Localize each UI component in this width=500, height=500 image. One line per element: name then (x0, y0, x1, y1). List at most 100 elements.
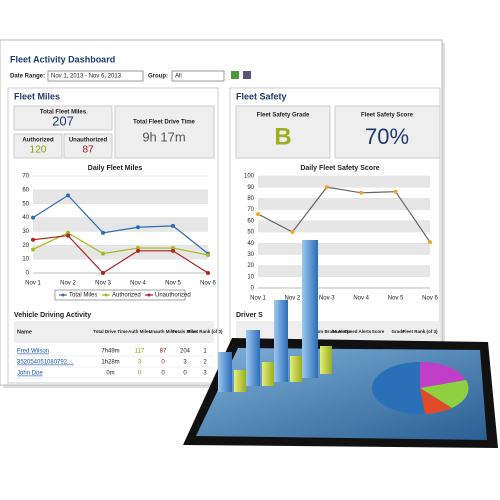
kpi-box (114, 105, 215, 159)
kpi-value: 87 (82, 145, 94, 156)
column-header: Fleet Rank (of 3) (187, 329, 223, 334)
table-cell: 204 (180, 349, 191, 355)
y-tick-label: 80 (247, 196, 254, 202)
y-tick-label: 10 (247, 274, 254, 280)
table-cell: 1 (203, 349, 207, 355)
y-tick-label: 30 (22, 229, 29, 235)
grid-band (33, 217, 208, 232)
legend-label: Unauthorized (155, 293, 191, 299)
vehicle-link[interactable]: Fred Wilson (17, 349, 49, 355)
column-header: Total Drive Time (93, 329, 128, 334)
vehicle-link[interactable]: John Doe (17, 371, 43, 377)
y-tick-label: 60 (247, 218, 254, 224)
table-title: Vehicle Driving Activity (14, 312, 91, 319)
x-tick-label: Nov 1 (250, 296, 266, 302)
kpi-label: Authorized (22, 138, 54, 144)
table-cell: 0 (161, 360, 165, 366)
y-tick-label: 40 (22, 215, 29, 221)
column-header: Totals Miles (172, 329, 198, 334)
group-label: Group: (148, 74, 168, 80)
grid-band (258, 220, 430, 232)
x-tick-label: Nov 6 (422, 296, 438, 302)
data-point (31, 247, 35, 252)
chart-title: Daily Fleet Miles (88, 165, 143, 172)
data-point (136, 246, 140, 251)
pie-slice (420, 361, 466, 388)
y-tick-label: 10 (22, 257, 29, 263)
kpi-box (235, 105, 331, 159)
legend (54, 289, 186, 301)
grid-band (258, 198, 430, 210)
table-cell: 2 (203, 360, 207, 366)
x-tick-label: Nov 4 (130, 281, 146, 287)
data-point (359, 190, 364, 195)
x-tick-label: Nov 5 (165, 281, 181, 287)
column-header: Unauth Miles (149, 329, 177, 334)
chart-title: Daily Fleet Safety Score (300, 165, 379, 172)
data-point (206, 271, 210, 275)
data-point (101, 251, 105, 256)
kpi-value: 120 (30, 145, 47, 156)
legend-label: Authorized (112, 293, 141, 299)
deco-bar (320, 346, 332, 374)
y-tick-label: 20 (247, 263, 254, 269)
dashboard: Fleet Activity Dashboard Date Range: Nov… (0, 39, 445, 388)
print-icon[interactable] (243, 71, 251, 79)
x-tick-label: Nov 2 (285, 296, 301, 302)
kpi-value: 207 (52, 113, 74, 128)
column-header: Num Speed Alerts (333, 329, 372, 334)
kpi-box (13, 133, 63, 159)
series-line (257, 186, 431, 243)
kpi-label: Fleet Safety Score (361, 113, 414, 119)
date-select[interactable] (47, 70, 144, 82)
grid-band (258, 176, 430, 188)
group-value[interactable]: All (175, 74, 182, 80)
group-select[interactable] (171, 70, 225, 82)
data-point (171, 248, 175, 253)
grid-band (33, 189, 208, 204)
x-tick-label: Nov 1 (25, 281, 41, 287)
kpi-value: 70% (365, 124, 409, 149)
y-tick-label: 70 (247, 207, 254, 213)
table-cell: 117 (135, 349, 145, 355)
data-point (136, 225, 140, 230)
data-point (324, 185, 329, 190)
data-point (101, 230, 105, 235)
x-tick-label: Nov 5 (388, 296, 404, 302)
date-value[interactable]: Nov 1, 2013 - Nov 6, 2013 (51, 74, 122, 80)
y-tick-label: 0 (26, 271, 30, 277)
data-point (428, 240, 432, 245)
kpi-label: Total Fleet Drive Time (133, 120, 195, 126)
legend-marker (104, 293, 108, 297)
legend-marker (61, 293, 65, 297)
deco-bar (290, 356, 302, 382)
vehicle-link[interactable]: 352054051080792 ... (17, 360, 74, 366)
data-point (206, 252, 210, 257)
table-cell: 0 (138, 371, 142, 377)
x-tick-label: Nov 3 (95, 281, 111, 287)
pie-slice (420, 380, 469, 408)
data-point (393, 189, 398, 194)
series-line (32, 194, 209, 255)
export-icon[interactable] (231, 71, 239, 79)
grid-band (258, 243, 430, 255)
y-tick-label: 50 (247, 230, 254, 236)
column-header: Score (372, 329, 385, 334)
data-point (66, 233, 70, 238)
y-tick-label: 40 (247, 241, 254, 247)
table-cell: 3 (138, 360, 142, 366)
data-point (290, 230, 295, 234)
pie-slice (420, 388, 452, 414)
x-tick-label: Nov 6 (200, 281, 216, 287)
deco-bar (302, 240, 318, 378)
column-header: Auth Miles (128, 329, 151, 334)
column-header: Num Brake Alerts (313, 329, 351, 334)
tablet-illustration (183, 240, 498, 448)
y-tick-label: 50 (22, 201, 29, 207)
table-cell: 0m (106, 371, 114, 377)
column-header: Grade (391, 329, 405, 334)
kpi-label: Total Fleet Miles (40, 110, 87, 116)
series-line (32, 234, 209, 274)
y-tick-label: 20 (22, 243, 29, 249)
